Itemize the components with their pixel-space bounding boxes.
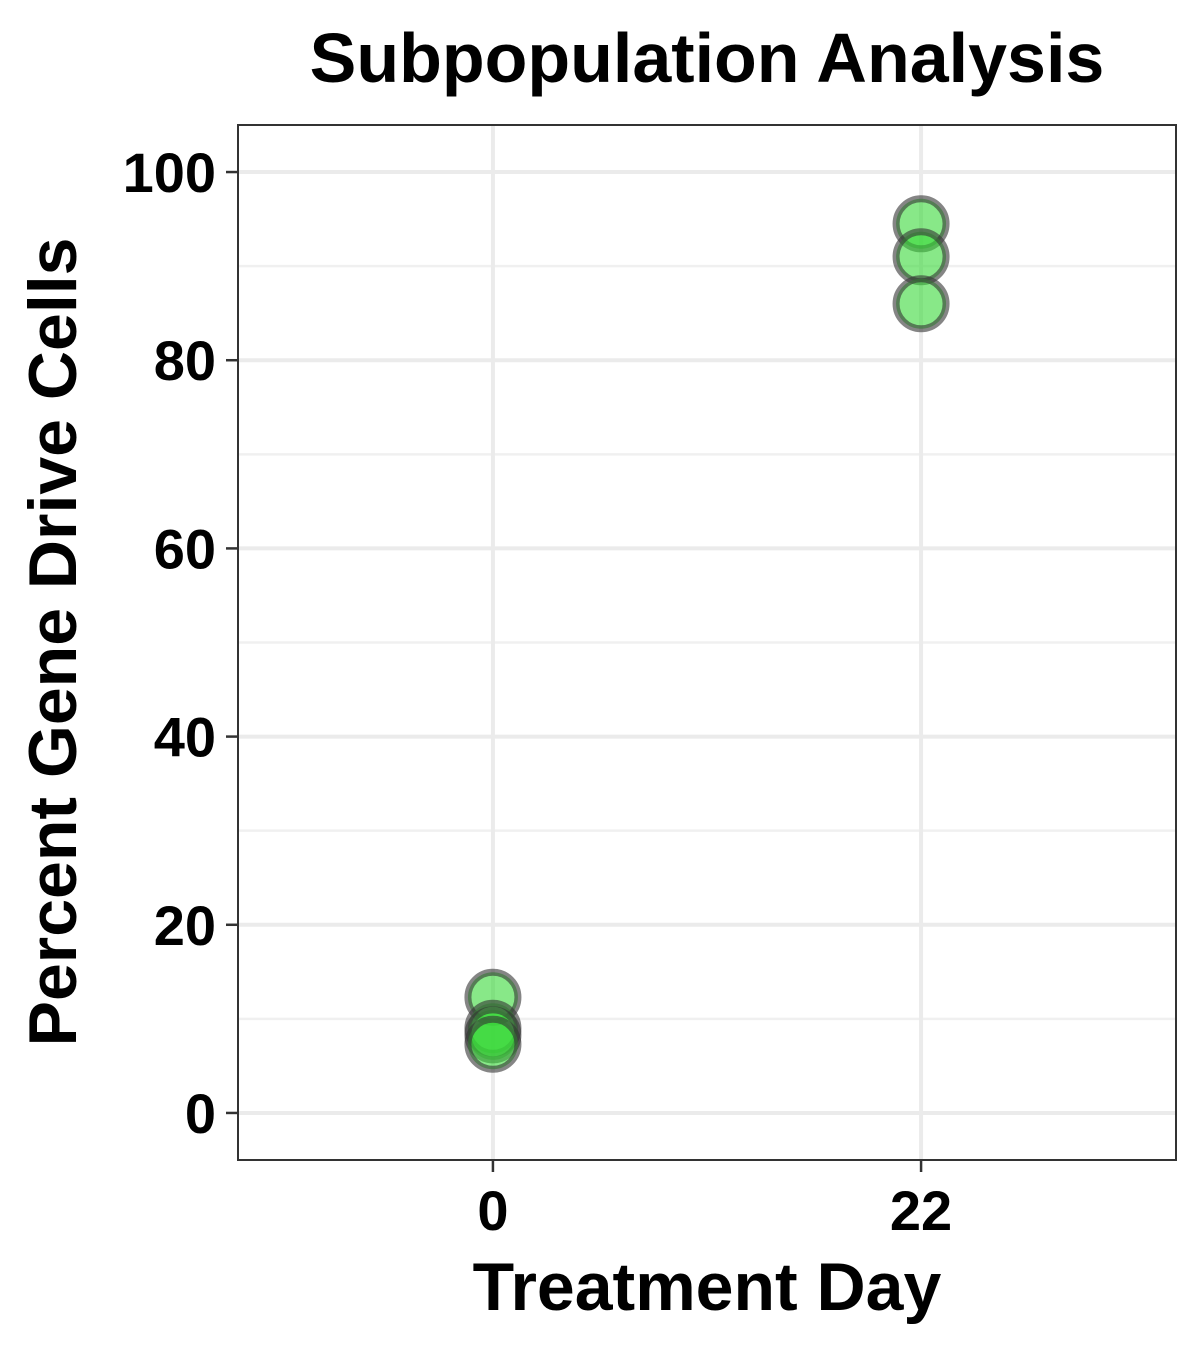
data-point <box>464 1015 522 1073</box>
x-tick-label: 0 <box>477 1179 508 1242</box>
y-axis-title: Percent Gene Drive Cells <box>15 238 91 1047</box>
x-axis-title: Treatment Day <box>473 1249 942 1325</box>
chart-title: Subpopulation Analysis <box>310 19 1105 97</box>
y-tick-label: 20 <box>154 894 216 957</box>
data-point <box>892 275 950 333</box>
y-tick-label: 80 <box>154 329 216 392</box>
panel-border <box>237 124 1177 1161</box>
plot-panel: 0 20 40 60 80 100 0 22 <box>123 124 1177 1242</box>
x-tick-label: 22 <box>890 1179 952 1242</box>
y-tick-label: 40 <box>154 706 216 769</box>
y-tick-label: 0 <box>185 1082 216 1145</box>
data-point <box>892 228 950 286</box>
y-tick-label: 60 <box>154 517 216 580</box>
y-tick-label: 100 <box>123 141 216 204</box>
